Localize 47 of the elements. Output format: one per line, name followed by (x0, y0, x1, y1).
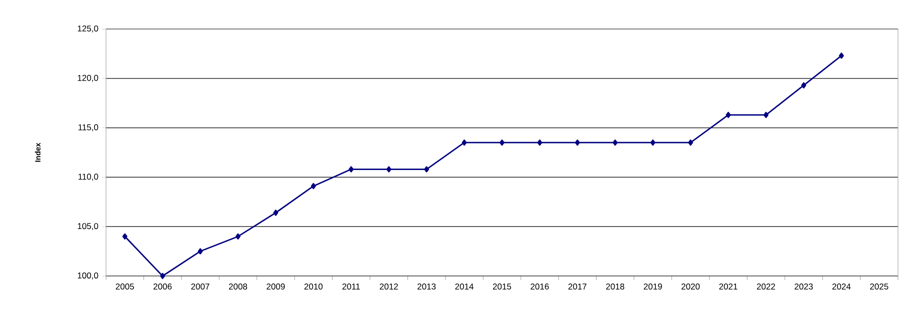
x-tick-label: 2016 (530, 284, 549, 290)
y-tick-label: 115,0 (78, 124, 98, 132)
y-tick-label: 110,0 (78, 174, 98, 181)
x-tick-label: 2024 (832, 284, 851, 290)
x-tick-label: 2022 (756, 284, 776, 290)
point (801, 82, 806, 88)
x-tick-label: 2010 (304, 284, 323, 290)
x-tick-label: 2014 (455, 284, 474, 290)
point (500, 140, 504, 146)
point (612, 140, 618, 146)
x-tick-label: 2009 (266, 284, 285, 290)
point (838, 52, 844, 59)
point (462, 140, 467, 146)
x-tick-label: 2020 (682, 284, 700, 290)
x-tick-label: 2012 (380, 284, 398, 290)
x-tick-label: 2005 (116, 284, 134, 290)
x-tick-label: 2019 (644, 284, 662, 290)
point (348, 166, 354, 172)
point (236, 233, 241, 240)
point (688, 140, 694, 146)
point (198, 248, 203, 254)
point (386, 166, 392, 172)
point (764, 112, 768, 118)
x-tick-label: 2006 (154, 284, 172, 290)
point (424, 166, 430, 172)
x-tick-label: 2017 (568, 284, 586, 290)
y-tick-label: 125,0 (78, 25, 98, 32)
x-tick-label: 2018 (606, 284, 624, 290)
x-tick-label: 2007 (191, 284, 210, 290)
x-tick-label: 2025 (870, 284, 888, 290)
point (273, 210, 278, 216)
point (160, 272, 166, 280)
point (122, 233, 128, 240)
x-tick-label: 2013 (418, 284, 436, 290)
point (726, 112, 731, 118)
x-tick-label: 2023 (794, 284, 813, 290)
y-tick-label: 105,0 (78, 223, 98, 230)
point (574, 140, 580, 146)
point (650, 140, 656, 146)
x-tick-label: 2015 (492, 284, 512, 290)
x-tick-label: 2011 (342, 284, 360, 290)
y-tick-label: 120,0 (78, 74, 98, 82)
point (537, 140, 542, 146)
x-tick-label: 2021 (719, 284, 738, 290)
y-tick-label: 100,0 (78, 272, 98, 280)
x-tick-label: 2008 (228, 284, 248, 290)
point (310, 182, 316, 190)
